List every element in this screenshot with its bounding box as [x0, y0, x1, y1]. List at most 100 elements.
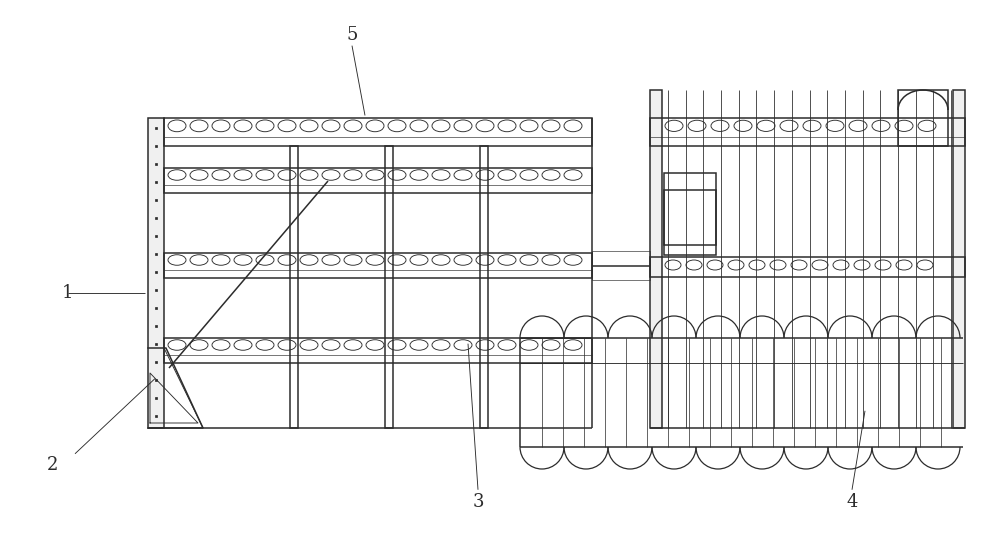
Bar: [385, 146, 393, 428]
Ellipse shape: [278, 170, 296, 180]
Ellipse shape: [665, 120, 683, 132]
Ellipse shape: [344, 170, 362, 180]
Ellipse shape: [190, 120, 208, 132]
Ellipse shape: [803, 120, 821, 132]
Ellipse shape: [918, 120, 936, 132]
Ellipse shape: [770, 260, 786, 270]
Bar: [480, 146, 488, 428]
Ellipse shape: [366, 170, 384, 180]
Bar: [898, 90, 948, 146]
Ellipse shape: [757, 120, 775, 132]
Ellipse shape: [344, 255, 362, 265]
Text: 4: 4: [846, 493, 858, 511]
Ellipse shape: [388, 340, 406, 350]
Ellipse shape: [728, 260, 744, 270]
Ellipse shape: [564, 255, 582, 265]
Ellipse shape: [366, 340, 384, 350]
Bar: [953, 90, 965, 428]
Bar: [664, 173, 716, 255]
Ellipse shape: [168, 255, 186, 265]
Ellipse shape: [812, 260, 828, 270]
Ellipse shape: [256, 255, 274, 265]
Ellipse shape: [454, 340, 472, 350]
Ellipse shape: [278, 255, 296, 265]
Ellipse shape: [476, 170, 494, 180]
Ellipse shape: [854, 260, 870, 270]
Ellipse shape: [542, 170, 560, 180]
Ellipse shape: [520, 170, 538, 180]
Ellipse shape: [300, 120, 318, 132]
Ellipse shape: [234, 170, 252, 180]
Ellipse shape: [734, 120, 752, 132]
Ellipse shape: [300, 340, 318, 350]
Ellipse shape: [278, 340, 296, 350]
Ellipse shape: [410, 340, 428, 350]
Ellipse shape: [542, 255, 560, 265]
Bar: [290, 146, 298, 428]
Bar: [164, 118, 592, 146]
Ellipse shape: [410, 120, 428, 132]
Bar: [650, 257, 965, 277]
Ellipse shape: [849, 120, 867, 132]
Ellipse shape: [256, 120, 274, 132]
Ellipse shape: [432, 120, 450, 132]
Ellipse shape: [212, 255, 230, 265]
Ellipse shape: [300, 255, 318, 265]
Ellipse shape: [234, 120, 252, 132]
Ellipse shape: [686, 260, 702, 270]
Ellipse shape: [520, 120, 538, 132]
Ellipse shape: [917, 260, 933, 270]
Ellipse shape: [688, 120, 706, 132]
Bar: [164, 253, 592, 278]
Ellipse shape: [322, 340, 340, 350]
Bar: [650, 90, 662, 428]
Ellipse shape: [895, 120, 913, 132]
Ellipse shape: [256, 340, 274, 350]
Ellipse shape: [791, 260, 807, 270]
Ellipse shape: [256, 170, 274, 180]
Ellipse shape: [322, 255, 340, 265]
Ellipse shape: [711, 120, 729, 132]
Ellipse shape: [168, 170, 186, 180]
Ellipse shape: [476, 255, 494, 265]
Ellipse shape: [168, 340, 186, 350]
Ellipse shape: [833, 260, 849, 270]
Ellipse shape: [212, 120, 230, 132]
Ellipse shape: [454, 120, 472, 132]
Ellipse shape: [498, 170, 516, 180]
Ellipse shape: [564, 120, 582, 132]
Ellipse shape: [520, 255, 538, 265]
Ellipse shape: [168, 120, 186, 132]
Bar: [664, 190, 716, 245]
Text: 5: 5: [346, 26, 358, 44]
Ellipse shape: [388, 255, 406, 265]
Text: 1: 1: [62, 284, 74, 302]
Ellipse shape: [212, 340, 230, 350]
Ellipse shape: [410, 255, 428, 265]
Ellipse shape: [410, 170, 428, 180]
Ellipse shape: [476, 120, 494, 132]
Ellipse shape: [498, 120, 516, 132]
Ellipse shape: [322, 170, 340, 180]
Bar: [650, 118, 965, 146]
Ellipse shape: [190, 255, 208, 265]
Ellipse shape: [366, 255, 384, 265]
Ellipse shape: [872, 120, 890, 132]
Ellipse shape: [388, 120, 406, 132]
Text: 2: 2: [46, 455, 58, 474]
Ellipse shape: [300, 170, 318, 180]
Ellipse shape: [432, 170, 450, 180]
Bar: [164, 168, 592, 193]
Ellipse shape: [190, 170, 208, 180]
Ellipse shape: [344, 120, 362, 132]
Bar: [592, 251, 650, 280]
Ellipse shape: [432, 255, 450, 265]
Ellipse shape: [432, 340, 450, 350]
Ellipse shape: [542, 120, 560, 132]
Ellipse shape: [564, 170, 582, 180]
Ellipse shape: [520, 340, 538, 350]
Ellipse shape: [322, 120, 340, 132]
Ellipse shape: [564, 340, 582, 350]
Ellipse shape: [388, 170, 406, 180]
Ellipse shape: [780, 120, 798, 132]
